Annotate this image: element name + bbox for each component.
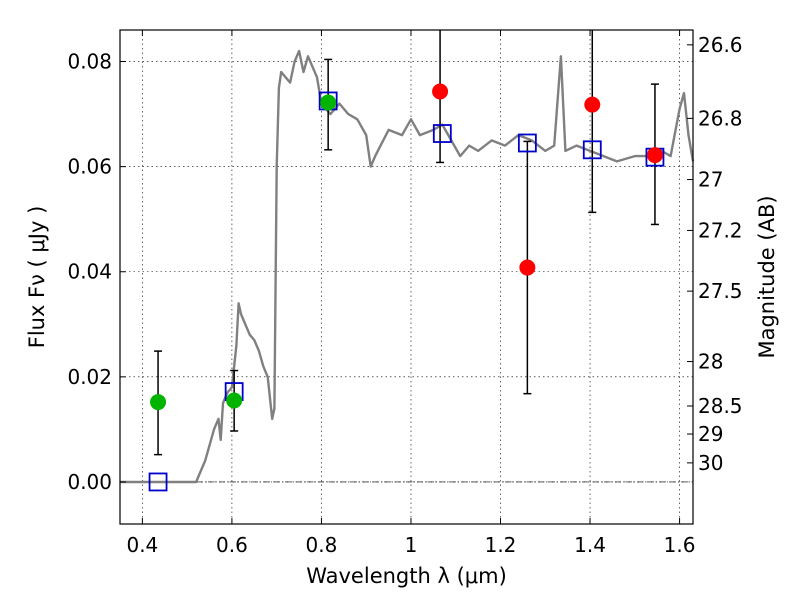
- y-axis-title: Flux Fν ( μJy ): [25, 206, 49, 349]
- x-axis-title: Wavelength λ (μm): [306, 564, 507, 588]
- mag-tick-label: 26.8: [698, 106, 743, 130]
- ticks: 0.4 0.6 0.8 1 1.2 1.4 1.6 0.00 0.02 0.04 0.06 0.08 2…: [67, 30, 743, 557]
- mag-tick-label: 30: [698, 451, 723, 475]
- x-tick-label: 1: [405, 533, 418, 557]
- circle-marker: [646, 147, 663, 164]
- photometry-markers: [148, 83, 665, 492]
- right-axis-title: Magnitude (AB): [755, 195, 779, 358]
- circle-marker: [584, 96, 601, 113]
- spectrum-line: [120, 49, 695, 484]
- template-spectrum: [120, 49, 695, 484]
- x-tick-label: 1.4: [574, 533, 606, 557]
- circle-marker: [226, 392, 243, 409]
- square-marker: [432, 124, 452, 143]
- circle-marker: [519, 259, 536, 276]
- grid: [120, 30, 693, 524]
- square-marker: [148, 472, 168, 492]
- plot-frame: [119, 29, 694, 525]
- y-tick-label: 0.02: [67, 365, 112, 389]
- y-tick-label: 0.06: [67, 155, 112, 179]
- x-tick-label: 1.6: [664, 533, 696, 557]
- mag-tick-label: 26.6: [698, 33, 743, 57]
- x-tick-label: 0.4: [126, 533, 158, 557]
- x-tick-label: 0.8: [306, 533, 338, 557]
- mag-tick-label: 28.5: [698, 394, 743, 418]
- mag-tick-label: 27.2: [698, 218, 743, 242]
- x-tick-label: 0.6: [216, 533, 248, 557]
- mag-tick-label: 27.5: [698, 279, 743, 303]
- y-tick-label: 0.04: [67, 260, 112, 284]
- square-marker: [517, 133, 537, 153]
- circle-marker: [432, 83, 449, 100]
- circle-marker: [150, 394, 167, 411]
- mag-tick-label: 28: [698, 350, 723, 374]
- mag-tick-label: 27: [698, 168, 723, 192]
- square-marker: [582, 140, 602, 160]
- y-tick-label: 0.08: [67, 50, 112, 74]
- x-tick-label: 1.2: [485, 533, 517, 557]
- mag-tick-label: 29: [698, 422, 723, 446]
- circle-marker: [320, 94, 337, 111]
- y-tick-label: 0.00: [67, 470, 112, 494]
